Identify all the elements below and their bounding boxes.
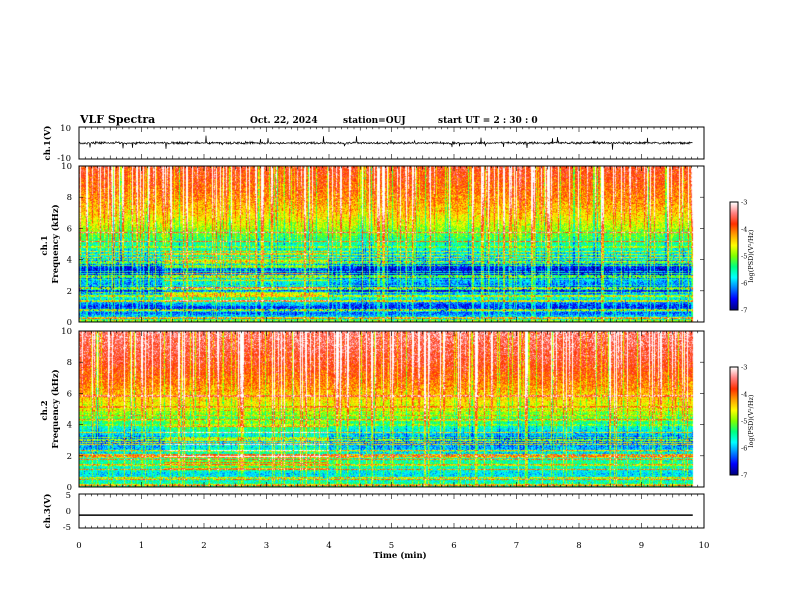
ch1-colorbar-frame bbox=[729, 201, 739, 311]
ch1-colorbar-tick-label: -7 bbox=[741, 307, 747, 315]
ch1-colorbar-tick-label: -4 bbox=[741, 226, 747, 234]
ch1-waveform-ticks bbox=[84, 127, 699, 159]
ch1-spectrogram-ytick-label: 8 bbox=[67, 193, 72, 203]
ch1-colorbar-label: log(PSD)(V²/Hz) bbox=[747, 229, 755, 282]
ch2-spectrogram-heatmap bbox=[79, 331, 704, 487]
ch1-spectrogram-ytick-label: 10 bbox=[61, 162, 72, 172]
ch1-spectrogram-ytick-label: 2 bbox=[67, 287, 72, 297]
ch1-spectrogram-ylabel: ch.1 Frequency (kHz) bbox=[40, 204, 61, 283]
ch3-ytick-bottom: -5 bbox=[63, 523, 71, 533]
ch2-colorbar-gradient bbox=[730, 367, 738, 475]
ch1-colorbar-tick-label: -5 bbox=[741, 253, 747, 261]
x-tick-label: 5 bbox=[389, 541, 394, 551]
ch1-colorbar-tick-label: -3 bbox=[741, 199, 747, 207]
ch1-colorbar-gradient bbox=[730, 202, 738, 310]
ch1-waveform-panel: 10 -10 ch.1(V) bbox=[42, 124, 705, 164]
ch1-colorbar-ticks: -3 -4 -5 -6 -7 bbox=[741, 199, 747, 315]
ch2-colorbar-frame bbox=[729, 366, 739, 476]
ch2-spectrogram-ytick-label: 10 bbox=[61, 327, 72, 337]
ch3-ytick-top: 5 bbox=[66, 491, 71, 501]
ch1-spectrogram-yticks: 0 2 4 6 8 10 bbox=[61, 162, 704, 328]
ch1-colorbar: -3 -4 -5 -6 -7 log(PSD)(V²/Hz) bbox=[729, 199, 755, 315]
x-tick-label: 10 bbox=[699, 541, 710, 551]
ch1-spectrogram-ytick-label: 6 bbox=[67, 224, 72, 234]
ch2-colorbar-tick-label: -6 bbox=[741, 445, 747, 453]
ch2-spectrogram-ylabel-line1: ch.2 bbox=[40, 400, 50, 420]
ch2-colorbar-ticks: -3 -4 -5 -6 -7 bbox=[741, 364, 747, 480]
ch1-ytick-top: 10 bbox=[60, 124, 71, 134]
date-label: Oct. 22, 2024 bbox=[250, 116, 318, 126]
ch1-spectrogram-xticks bbox=[84, 166, 699, 322]
ch2-spectrogram-ytick-label: 4 bbox=[67, 421, 72, 431]
ch1-spectrogram-ylabel-line1: ch.1 bbox=[40, 235, 50, 255]
x-tick-label: 4 bbox=[326, 541, 331, 551]
ch1-colorbar-tick-label: -6 bbox=[741, 280, 747, 288]
ch2-spectrogram-yticks: 0 2 4 6 8 10 bbox=[61, 327, 704, 493]
ch1-waveform-line bbox=[79, 135, 693, 150]
station-label: station=OUJ bbox=[343, 116, 406, 126]
ch2-colorbar-tick-label: -4 bbox=[741, 391, 747, 399]
ch2-colorbar-tick-label: -7 bbox=[741, 472, 747, 480]
x-axis-label: Time (min) bbox=[373, 550, 426, 561]
ch1-spectrogram-image-wrap bbox=[79, 166, 704, 322]
ch3-waveform-ylabel: ch.3(V) bbox=[42, 494, 53, 529]
ch2-spectrogram-ylabel: ch.2 Frequency (kHz) bbox=[40, 369, 61, 448]
ch3-waveform-ticks bbox=[84, 494, 699, 528]
x-tick-label: 2 bbox=[201, 541, 206, 551]
ch3-waveform-frame bbox=[78, 493, 705, 529]
start-ut-label: start UT = 2 : 30 : 0 bbox=[438, 116, 538, 126]
ch1-colorbar-wrap bbox=[730, 202, 738, 310]
ch1-spectrogram-heatmap bbox=[79, 166, 704, 322]
ch2-colorbar-wrap bbox=[730, 367, 738, 475]
ch2-colorbar-label: log(PSD)(V²/Hz) bbox=[747, 394, 755, 447]
ch1-spectrogram-ylabel-line2: Frequency (kHz) bbox=[50, 204, 61, 283]
ch1-spectrogram-ytick-label: 0 bbox=[67, 318, 72, 328]
ch2-spectrogram-ylabel-line2: Frequency (kHz) bbox=[50, 369, 61, 448]
ch2-spectrogram-image-wrap bbox=[79, 331, 704, 487]
ch2-spectrogram-ytick-label: 8 bbox=[67, 358, 72, 368]
ch1-ytick-bottom: -10 bbox=[57, 154, 71, 164]
ch3-ytick-mid: 0 bbox=[66, 507, 71, 517]
ch2-spectrogram-ytick-label: 0 bbox=[67, 483, 72, 493]
ch2-colorbar: -3 -4 -5 -6 -7 log(PSD)(V²/Hz) bbox=[729, 364, 755, 480]
ch2-spectrogram-ytick-label: 6 bbox=[67, 389, 72, 399]
x-axis-tick-labels: 0 1 2 3 4 5 6 7 8 9 10 bbox=[76, 541, 709, 551]
x-tick-label: 9 bbox=[639, 541, 644, 551]
ch1-spectrogram-ytick-label: 4 bbox=[67, 256, 72, 266]
ch1-spectrogram-panel: 0 2 4 6 8 10 ch.1 Frequency (kHz) bbox=[40, 162, 705, 328]
ch3-waveform-panel: 5 0 -5 ch.3(V) bbox=[42, 491, 705, 533]
ch2-colorbar-tick-label: -3 bbox=[741, 364, 747, 372]
x-tick-label: 8 bbox=[576, 541, 581, 551]
ch2-spectrogram-xticks bbox=[84, 331, 699, 487]
x-tick-label: 6 bbox=[451, 541, 456, 551]
x-tick-label: 3 bbox=[264, 541, 269, 551]
ch1-waveform-ylabel: ch.1(V) bbox=[42, 126, 53, 161]
x-tick-label: 0 bbox=[76, 541, 81, 551]
ch2-spectrogram-panel: 0 2 4 6 8 10 ch.2 Frequency (kHz) bbox=[40, 327, 705, 493]
x-tick-label: 7 bbox=[514, 541, 519, 551]
ch2-colorbar-tick-label: -5 bbox=[741, 418, 747, 426]
x-tick-label: 1 bbox=[139, 541, 144, 551]
figure-title: VLF Spectra bbox=[79, 113, 155, 126]
ch2-spectrogram-ytick-label: 2 bbox=[67, 452, 72, 462]
